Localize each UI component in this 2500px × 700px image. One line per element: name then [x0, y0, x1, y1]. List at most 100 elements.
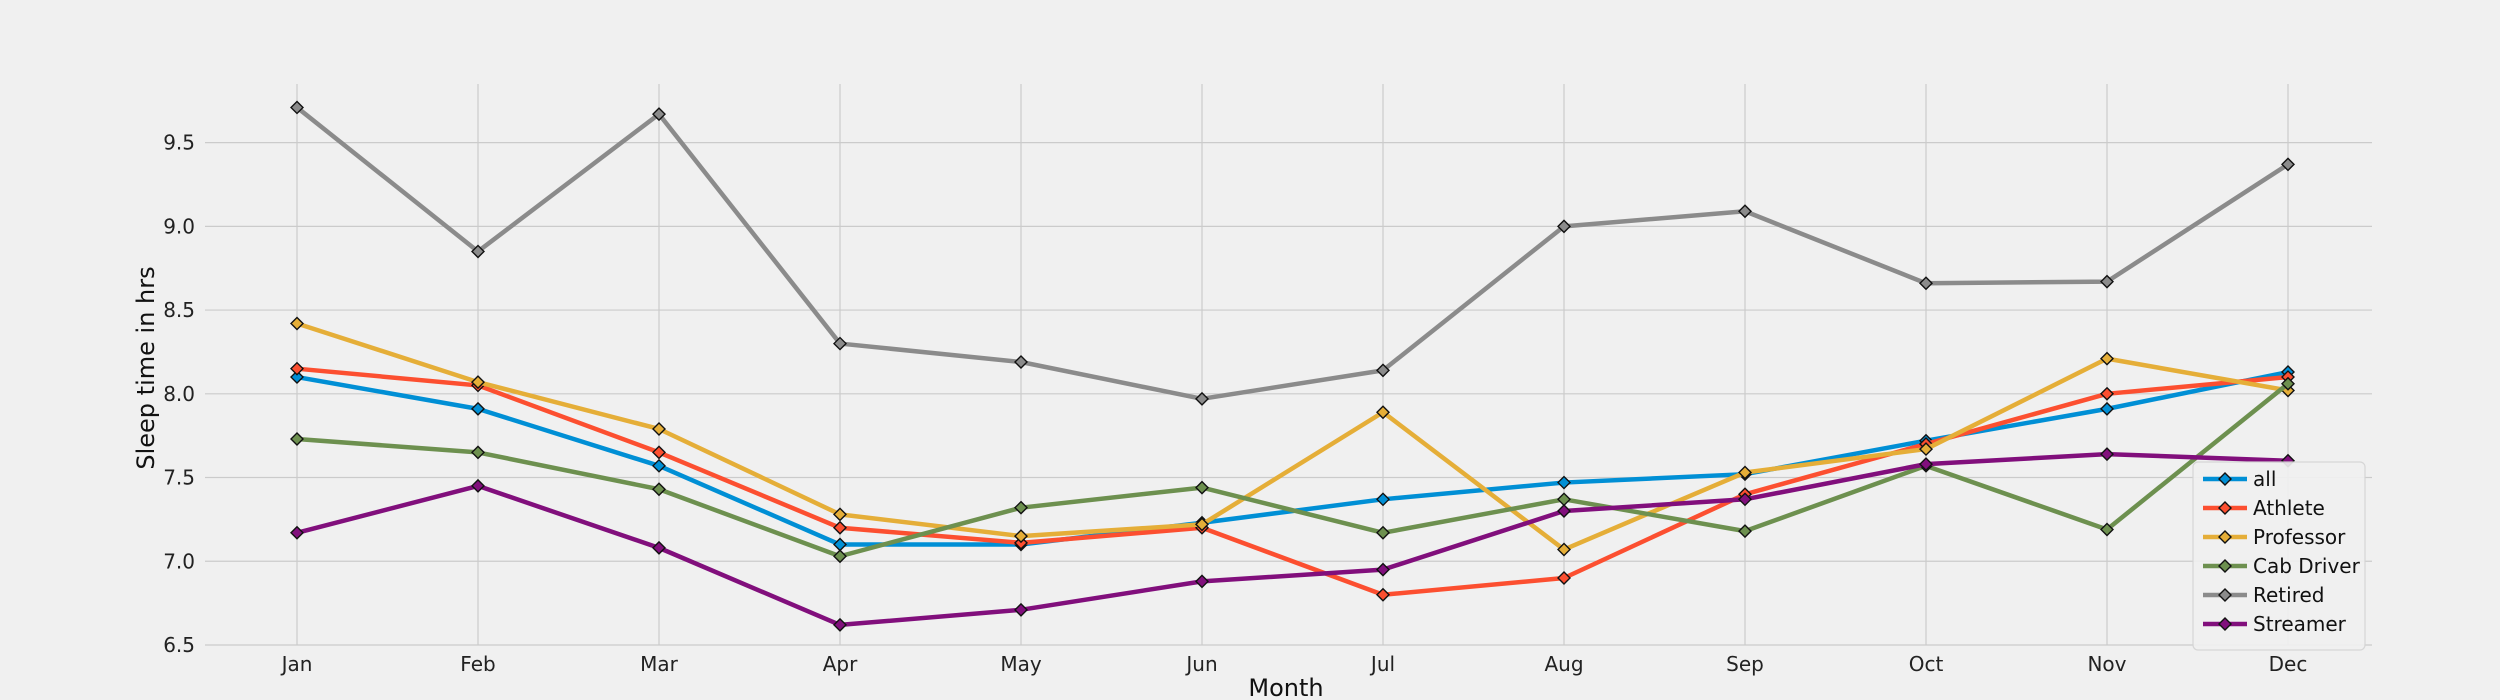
data-point	[652, 540, 666, 555]
legend-swatch-marker	[2218, 501, 2232, 515]
data-point	[833, 617, 847, 632]
series-athlete	[290, 361, 2295, 602]
legend-label: Cab Driver	[2253, 554, 2361, 578]
legend-entry: Professor	[2203, 525, 2346, 549]
legend-label: Streamer	[2253, 612, 2347, 636]
data-point	[1376, 525, 1390, 540]
data-point	[1738, 465, 1752, 480]
series-streamer	[290, 447, 2295, 632]
legend-label: all	[2253, 467, 2276, 491]
data-point	[471, 401, 485, 416]
data-point	[2100, 386, 2114, 401]
legend-swatch-marker	[2218, 559, 2232, 573]
data-point	[1919, 442, 1933, 457]
x-axis-tick-labels: Jan Feb Mar Apr May Jun Jul Aug Sep Oct Nov Dec	[280, 652, 2308, 676]
data-point	[1014, 529, 1028, 544]
y-tick-label: 7.5	[163, 466, 195, 490]
x-tick-label: Dec	[2269, 652, 2308, 676]
data-point	[652, 482, 666, 497]
series-line	[296, 382, 2290, 559]
data-point	[290, 361, 304, 376]
legend-swatch-marker	[2218, 530, 2232, 544]
y-axis-title: Sleep time in hrs	[132, 266, 160, 469]
data-point	[652, 421, 666, 436]
x-tick-label: Feb	[460, 652, 495, 676]
y-tick-label: 6.5	[163, 633, 195, 657]
data-point	[1376, 562, 1390, 577]
data-point	[1195, 480, 1209, 495]
data-point	[471, 445, 485, 460]
data-point	[1376, 363, 1390, 378]
series-lines	[290, 100, 2295, 632]
series-line	[296, 369, 2289, 547]
data-point	[833, 520, 847, 535]
data-point	[471, 244, 485, 259]
x-tick-label: Aug	[1544, 652, 1583, 676]
series-line	[295, 105, 2290, 402]
legend: all Athlete Professor Cab Driver Retired Stre…	[2192, 461, 2366, 651]
y-axis-tick-labels: 6.5 7.0 7.5 8.0 8.5 9.0 9.5	[163, 131, 195, 657]
x-tick-label: Jan	[280, 652, 313, 676]
data-point	[471, 478, 485, 493]
data-point	[833, 507, 847, 522]
series-line	[296, 321, 2289, 552]
data-point	[1557, 571, 1571, 586]
data-point	[2281, 376, 2295, 391]
x-axis-title: Month	[1248, 674, 1323, 700]
data-point	[833, 549, 847, 564]
series-line	[296, 451, 2289, 628]
legend-label: Athlete	[2253, 496, 2325, 520]
data-point	[2100, 351, 2114, 366]
x-tick-label: Jul	[1369, 652, 1395, 676]
data-point	[1195, 391, 1209, 406]
series-cab-driver	[290, 376, 2295, 564]
data-point	[2100, 522, 2114, 537]
data-point	[1919, 276, 1933, 291]
data-point	[652, 458, 666, 473]
x-tick-label: Mar	[640, 652, 679, 676]
y-tick-label: 8.0	[163, 382, 195, 406]
data-point	[1557, 504, 1571, 519]
data-point	[290, 432, 304, 447]
data-point	[290, 100, 304, 115]
data-point	[652, 445, 666, 460]
x-tick-label: Sep	[1726, 652, 1764, 676]
data-point	[290, 316, 304, 331]
legend-label: Retired	[2253, 583, 2324, 607]
series-professor	[290, 316, 2295, 557]
data-point	[1014, 354, 1028, 369]
x-tick-label: May	[1000, 652, 1042, 676]
legend-entry: Retired	[2203, 583, 2324, 607]
data-point	[1014, 602, 1028, 617]
x-tick-label: Oct	[1909, 652, 1944, 676]
data-point	[471, 375, 485, 390]
data-point	[1738, 492, 1752, 507]
legend-label: Professor	[2253, 525, 2346, 549]
legend-entry: Streamer	[2203, 612, 2347, 636]
legend-entry: Athlete	[2203, 496, 2325, 520]
x-tick-label: Jun	[1184, 652, 1217, 676]
data-point	[2281, 157, 2295, 172]
y-tick-label: 8.5	[163, 298, 195, 322]
y-tick-label: 9.5	[163, 131, 195, 155]
data-point	[1376, 492, 1390, 507]
legend-entry: all	[2203, 467, 2276, 491]
data-point	[1376, 587, 1390, 602]
data-point	[290, 525, 304, 540]
data-point	[1557, 492, 1571, 507]
y-tick-label: 9.0	[163, 214, 195, 238]
data-point	[1919, 457, 1933, 472]
data-point	[290, 370, 304, 385]
data-point	[1738, 204, 1752, 219]
legend-swatch-marker	[2218, 617, 2232, 631]
series-retired	[290, 100, 2295, 406]
data-point	[1014, 500, 1028, 515]
data-point	[2100, 274, 2114, 289]
x-tick-label: Nov	[2087, 652, 2126, 676]
data-point	[1376, 405, 1390, 420]
data-point	[1195, 517, 1209, 532]
data-point	[2100, 401, 2114, 416]
x-tick-label: Apr	[823, 652, 858, 676]
legend-entry: Cab Driver	[2203, 554, 2361, 578]
